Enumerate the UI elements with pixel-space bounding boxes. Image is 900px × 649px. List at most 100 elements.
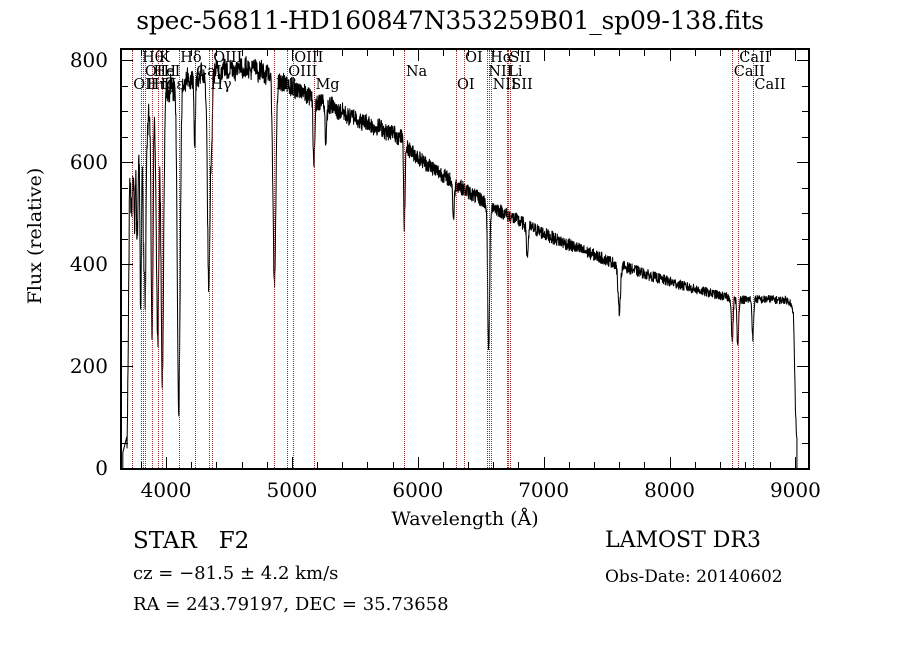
spectral-line-label: Hζ	[153, 77, 175, 93]
spectral-line-label: H	[163, 63, 177, 80]
plot-clip	[122, 50, 808, 468]
spectral-line-label: CaII	[754, 77, 786, 93]
tick-mark	[770, 50, 771, 56]
spectral-line-label: K	[159, 50, 170, 66]
tick-mark	[393, 50, 394, 56]
tick-mark	[802, 315, 808, 316]
tick-mark	[122, 162, 133, 163]
tick-mark	[802, 417, 808, 418]
y-tick-label: 600	[69, 150, 108, 175]
tick-mark	[141, 50, 142, 56]
spectral-line-label: Hβ	[275, 77, 297, 93]
metadata-right-column: LAMOST DR3 Obs-Date: 20140602	[605, 528, 783, 588]
object-summary: STAR F2	[133, 528, 449, 554]
spectrum-plot	[120, 48, 810, 470]
tick-mark	[267, 50, 268, 56]
tick-mark	[802, 111, 808, 112]
spectral-line-label: Hη	[146, 77, 169, 93]
spectral-line-label: OI	[144, 63, 163, 80]
spectral-line-label: Na	[405, 63, 428, 80]
x-tick-label: 8000	[644, 478, 695, 502]
tick-mark	[122, 60, 133, 61]
tick-mark	[795, 50, 796, 61]
tick-mark	[670, 457, 671, 468]
tick-mark	[644, 462, 645, 468]
tick-mark	[797, 366, 808, 367]
tick-mark	[122, 417, 128, 418]
tick-mark	[797, 264, 808, 265]
tick-mark	[141, 462, 142, 468]
spectral-line-label: OI	[465, 50, 483, 66]
tick-mark	[745, 462, 746, 468]
tick-mark	[518, 50, 519, 56]
spectral-line-label: CaII	[733, 63, 765, 80]
tick-mark	[797, 468, 808, 469]
spectrum-trace	[122, 50, 808, 468]
tick-mark	[802, 213, 808, 214]
tick-mark	[122, 290, 128, 291]
spectral-line-label: CaI	[196, 63, 222, 80]
spectral-line-label: Hε	[163, 77, 184, 93]
tick-mark	[367, 50, 368, 56]
spectral-line-label: OII	[133, 77, 157, 93]
tick-mark	[216, 462, 217, 468]
tick-mark	[802, 290, 808, 291]
page-title: spec-56811-HD160847N353259B01_sp09-138.f…	[136, 6, 764, 35]
tick-mark	[122, 213, 128, 214]
tick-mark	[745, 50, 746, 56]
survey-name: LAMOST DR3	[605, 528, 761, 553]
spectral-line-label: CaII	[739, 50, 771, 66]
tick-mark	[242, 462, 243, 468]
tick-mark	[122, 137, 128, 138]
tick-mark	[802, 443, 808, 444]
x-tick-label: 4000	[140, 478, 192, 502]
tick-mark	[619, 462, 620, 468]
x-tick-label: 9000	[769, 478, 821, 502]
tick-mark	[670, 50, 671, 61]
tick-mark	[802, 392, 808, 393]
tick-mark	[518, 462, 519, 468]
tick-mark	[122, 264, 133, 265]
metadata-footer: STAR F2 cz = −81.5 ± 4.2 km/s RA = 243.7…	[0, 528, 900, 638]
y-axis-tick-labels: 0 200 400 600 800	[0, 0, 118, 649]
tick-mark	[367, 462, 368, 468]
tick-mark	[493, 50, 494, 56]
tick-mark	[122, 366, 133, 367]
tick-mark	[216, 50, 217, 56]
tick-mark	[122, 111, 128, 112]
tick-mark	[292, 50, 293, 61]
tick-mark	[122, 239, 128, 240]
tick-mark	[418, 50, 419, 61]
tick-mark	[695, 462, 696, 468]
spectral-line-label: Hγ	[210, 77, 232, 93]
tick-mark	[802, 188, 808, 189]
spectral-line-label: NII	[492, 77, 517, 93]
x-axis-title: Wavelength (Å)	[391, 508, 539, 530]
tick-mark	[122, 468, 133, 469]
metadata-left-column: STAR F2 cz = −81.5 ± 4.2 km/s RA = 243.7…	[133, 528, 449, 616]
spectral-line-label: Hα	[490, 50, 513, 66]
tick-mark	[802, 86, 808, 87]
tick-mark	[122, 341, 128, 342]
y-tick-label: 800	[69, 48, 108, 73]
tick-mark	[797, 60, 808, 61]
tick-mark	[191, 462, 192, 468]
spectral-line-label: Hδ	[180, 50, 202, 66]
y-tick-label: 200	[69, 354, 108, 379]
tick-mark	[695, 50, 696, 56]
tick-mark	[191, 50, 192, 56]
tick-mark	[166, 457, 167, 468]
tick-mark	[292, 457, 293, 468]
spectral-line-label: OIII	[288, 63, 318, 80]
tick-mark	[720, 462, 721, 468]
x-axis-tick-labels: 4000 5000 6000 7000 8000 9000	[0, 478, 900, 504]
tick-mark	[770, 462, 771, 468]
tick-mark	[393, 462, 394, 468]
tick-mark	[720, 50, 721, 56]
tick-mark	[802, 341, 808, 342]
tick-mark	[342, 462, 343, 468]
spectral-line-label: OI	[457, 77, 475, 93]
spectral-line-label: NII	[488, 63, 513, 80]
tick-mark	[569, 50, 570, 56]
tick-mark	[644, 50, 645, 56]
